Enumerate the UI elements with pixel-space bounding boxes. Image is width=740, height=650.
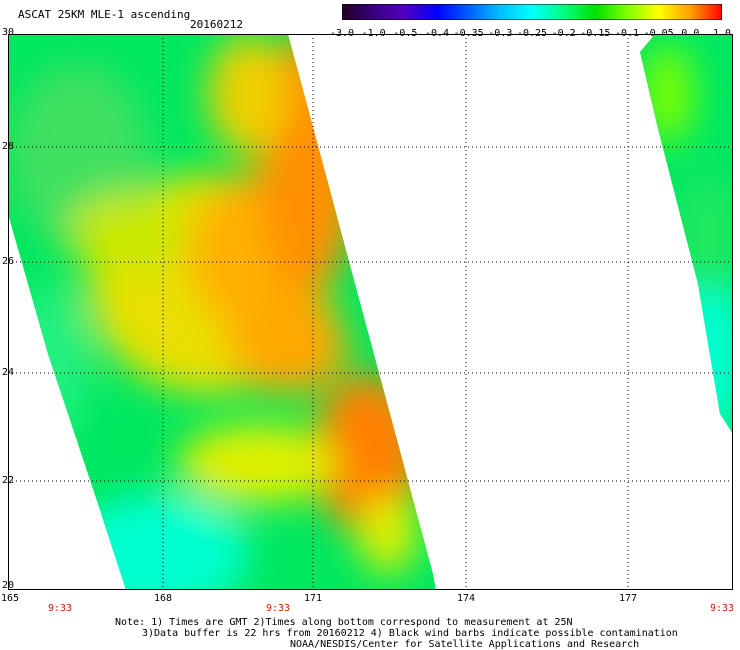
map-title: ASCAT 25KM MLE-1 ascending [18,8,191,21]
note-line-2: 3)Data buffer is 22 hrs from 20160212 4)… [142,628,678,639]
colorbar-gradient [342,4,722,20]
colorbar-label: -0.3 [488,28,513,39]
note-line-1: Note: 1) Times are GMT 2)Times along bot… [115,617,573,628]
wind-map [8,34,733,590]
time-label: 9:33 [47,603,73,614]
lat-label: 24 [2,367,15,378]
colorbar-label: -0.4 [424,28,450,39]
west-swath [8,34,436,590]
lon-label: 171 [303,593,323,604]
colorbar-label: -0.25 [516,28,548,39]
colorbar-label: -3.0 [329,28,355,39]
colorbar [342,4,722,20]
colorbar-labels: -3.0 -1.0 -0.5 -0.4 -0.35 -0.3 -0.25 -0.2 -0.15-… [330,28,740,40]
note-line-3: NOAA/NESDIS/Center for Satellite Applica… [290,639,640,650]
colorbar-label: -1.0 [361,28,386,39]
map-date: 20160212 [190,18,243,31]
lat-label: 26 [2,256,15,267]
colorbar-label: 1.0 [712,28,732,39]
lat-label: 30 [2,27,15,38]
colorbar-label: -0.35 [453,28,484,39]
lon-label: 177 [618,593,638,604]
colorbar-label: -0.15 [580,28,611,39]
lon-label: 174 [456,593,476,604]
colorbar-label: -0.2 [551,28,576,39]
lat-label: 20 [2,580,15,591]
east-swath [640,34,733,434]
time-label: 9:33 [709,603,735,614]
lon-label: 168 [153,593,173,604]
colorbar-label: -0.1 [614,28,640,39]
time-label: 9:33 [265,603,291,614]
colorbar-label: 0.0 [681,28,700,39]
lon-label: 165 [0,593,20,604]
lat-label: 22 [2,475,15,486]
lat-label: 28 [2,141,15,152]
colorbar-label: -0.5 [393,28,418,39]
graticule [8,34,733,590]
colorbar-label: -0.05 [643,28,674,39]
map-frame [8,34,733,590]
